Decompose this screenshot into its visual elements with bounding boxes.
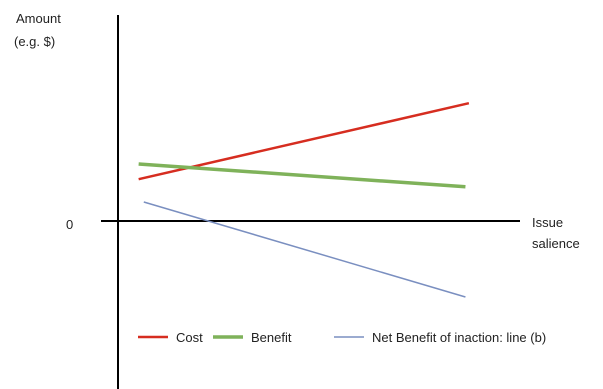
series-line-benefit xyxy=(138,162,466,189)
y-axis-label-line-2: (e.g. $) xyxy=(14,34,55,49)
series-layer xyxy=(138,101,470,298)
legend: Cost Benefit Net Benefit of inaction: line… xyxy=(138,330,546,345)
zero-tick-label: 0 xyxy=(66,217,73,232)
series-line-net xyxy=(143,201,466,298)
legend-label-cost: Cost xyxy=(176,330,203,345)
legend-label-net: Net Benefit of inaction: line (b) xyxy=(372,330,546,345)
x-axis-label-line-2: salience xyxy=(532,236,580,251)
y-axis-label-line-1: Amount xyxy=(16,11,61,26)
legend-label-benefit: Benefit xyxy=(251,330,292,345)
x-axis-label-line-1: Issue xyxy=(532,215,563,230)
